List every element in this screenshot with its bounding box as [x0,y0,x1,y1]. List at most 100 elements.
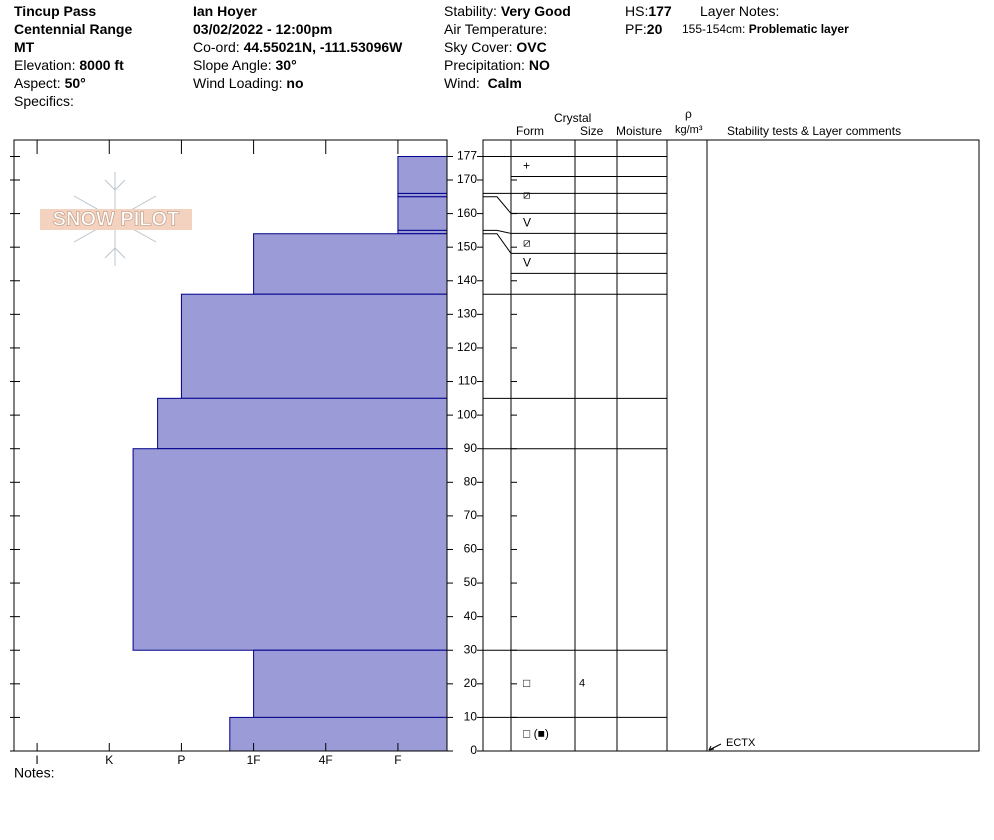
logo-band [40,209,192,230]
field-value: Problematic layer [749,22,849,36]
field-label: Wind: [444,75,488,91]
y-tick-label: 90 [464,441,478,455]
header-field: MT [14,39,35,55]
hardness-bar [253,233,448,295]
y-tick-label: 110 [458,374,477,388]
x-tick-label: F [394,753,401,767]
field-value: 177 [648,3,672,19]
field-label: Wind Loading: [193,75,286,91]
header-field: Wind Loading: no [193,75,304,91]
field-label: Elevation: [14,57,79,73]
header-field: Stability: Very Good [444,3,571,19]
y-tick-label: 20 [464,676,478,690]
grain-form: ⧄ [523,236,531,250]
hardness-bar [397,196,448,231]
grain-form: ⧄ [523,187,531,201]
header-size: Size [580,124,604,138]
y-tick-label: 80 [464,474,478,488]
header-rho: ρ [685,107,692,121]
layer-connector [483,229,512,234]
header-field: Ian Hoyer [193,3,257,19]
field-label: 155-154cm: [682,22,749,36]
y-tick-label: 60 [464,542,478,556]
y-tick-label: 30 [464,642,478,656]
y-tick-label: 70 [464,508,478,522]
field-label: Slope Angle: [193,57,276,73]
header-field: Co-ord: 44.55021N, -111.53096W [193,39,403,55]
field-label: HS: [625,3,648,19]
field-label: PF: [625,21,647,37]
test-arrow [708,743,722,751]
header-field: PF:20 [625,21,663,37]
y-tick-label: 50 [464,575,478,589]
hardness-bar [132,448,448,651]
field-value: Calm [488,75,522,91]
grain-form: V [523,216,531,230]
y-tick-label: 140 [457,273,477,287]
y-tick-label: 130 [457,307,477,321]
header-density-unit: kg/m³ [675,124,703,136]
y-tick-label: 177 [457,149,477,163]
header-field: Slope Angle: 30° [193,57,297,73]
test-label: ECTX [726,737,756,749]
field-value: Very Good [501,3,571,19]
header-field: Layer Notes: [700,3,779,19]
y-tick-label: 150 [457,239,477,253]
hardness-bar [397,155,448,194]
grain-form: + [523,159,530,173]
field-label: Co-ord: [193,39,244,55]
grain-form: □ (■) [523,726,549,740]
header-field: Centennial Range [14,21,132,37]
x-tick-label: I [35,753,38,767]
field-label: Specifics: [14,93,74,109]
x-tick-label: K [105,753,113,767]
hardness-bar [229,716,448,752]
table-frame [482,139,980,752]
header-field: Specifics: [14,93,74,109]
field-value: 20 [647,21,663,37]
y-tick-label: 10 [464,710,478,724]
field-label: Precipitation: [444,57,529,73]
header-field: HS:177 [625,3,672,19]
header-form: Form [516,124,544,138]
x-tick-label: 1F [247,753,261,767]
field-value: 44.55021N, -111.53096W [244,39,404,55]
grain-form: V [523,256,531,270]
field-label: Stability: [444,3,501,19]
y-tick-label: 160 [457,206,477,220]
chart-frame [13,139,448,752]
logo-text: SNOW PILOT [53,208,180,230]
hardness-bar [180,293,448,399]
layer-connector [483,233,512,254]
field-label: Aspect: [14,75,65,91]
header-field: Elevation: 8000 ft [14,57,124,73]
y-tick-label: 0 [470,743,477,757]
hardness-bar [253,649,448,718]
hardness-bar [397,229,448,235]
y-tick-label: 100 [457,407,477,421]
notes: Notes: [14,765,54,781]
header-field: 155-154cm: Problematic layer [682,22,849,36]
grain-size: 4 [579,678,585,690]
y-tick-label: 170 [457,172,477,186]
header-field: 03/02/2022 - 12:00pm [193,21,332,37]
header-comments: Stability tests & Layer comments [727,124,901,138]
field-value: Ian Hoyer [193,3,257,19]
field-value: 50° [65,75,86,91]
field-value: 8000 ft [79,57,124,73]
field-value: 03/02/2022 - 12:00pm [193,21,332,37]
field-value: Centennial Range [14,21,132,37]
field-label: Sky Cover: [444,39,516,55]
layer-connector [483,196,512,214]
header-field: Air Temperature: [444,21,547,37]
header-crystal: Crystal [554,111,591,125]
header-field: Sky Cover: OVC [444,39,547,55]
header-moisture: Moisture [616,124,662,138]
field-value: NO [529,57,550,73]
header-field: Tincup Pass [14,3,96,19]
field-label: Air Temperature: [444,21,547,37]
y-tick-label: 120 [457,340,477,354]
field-label: Layer Notes: [700,3,779,19]
